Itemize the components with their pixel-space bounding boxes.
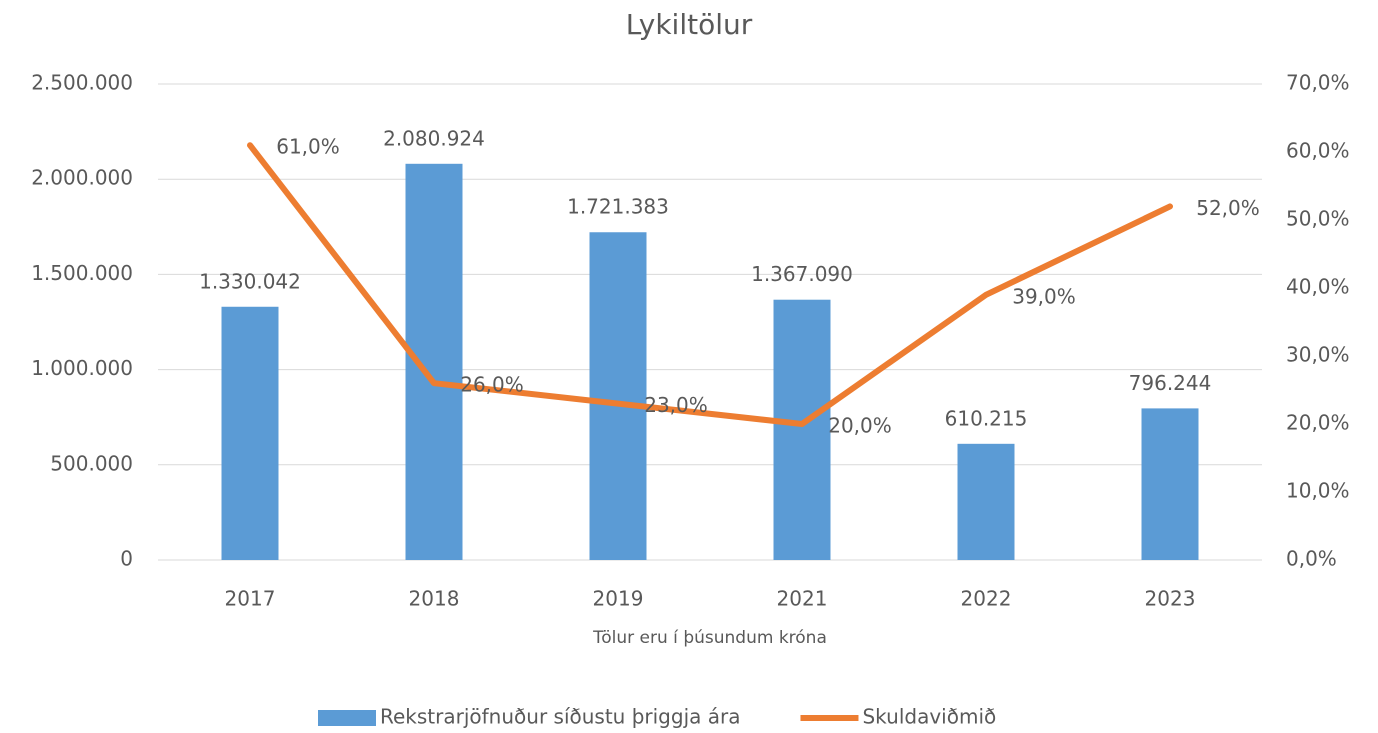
y2-tick-label: 70,0%	[1286, 71, 1350, 95]
data-label: 1.367.090	[751, 262, 853, 286]
x-tick-label: 2018	[409, 587, 460, 611]
data-label: 20,0%	[828, 414, 892, 438]
line	[247, 142, 1173, 427]
bar	[221, 306, 279, 560]
y2-tick-label: 30,0%	[1286, 343, 1350, 367]
y-tick-label: 500.000	[50, 451, 133, 475]
data-label: 2.080.924	[383, 126, 485, 150]
bar	[589, 232, 647, 561]
y2-tick-label: 60,0%	[1286, 139, 1350, 163]
y2-tick-label: 10,0%	[1286, 479, 1350, 503]
y2-tick-label: 40,0%	[1286, 275, 1350, 299]
data-label: 52,0%	[1196, 196, 1260, 220]
y2-tick-label: 50,0%	[1286, 207, 1350, 231]
y2-tick-label: 20,0%	[1286, 411, 1350, 435]
data-label: 26,0%	[460, 373, 524, 397]
y-tick-label: 2.000.000	[31, 166, 133, 190]
legend-label: Rekstrarjöfnuður síðustu þriggja ára	[380, 705, 740, 729]
y-tick-label: 0	[120, 547, 133, 571]
y-tick-label: 1.000.000	[31, 356, 133, 380]
x-tick-label: 2023	[1145, 587, 1196, 611]
legend-swatch	[318, 710, 376, 726]
data-label: 796.244	[1129, 371, 1212, 395]
x-axis-label: Tölur eru í þúsundum króna	[592, 628, 827, 648]
x-tick-label: 2022	[961, 587, 1012, 611]
bar	[773, 299, 831, 560]
data-label: 1.721.383	[567, 195, 669, 219]
y2-tick-label: 0,0%	[1286, 547, 1337, 571]
data-label: 39,0%	[1012, 284, 1076, 308]
bar	[957, 443, 1015, 560]
chart-title: Lykiltölur	[626, 8, 753, 41]
data-label: 1.330.042	[199, 269, 301, 293]
y-tick-label: 2.500.000	[31, 71, 133, 95]
bar	[1141, 408, 1199, 560]
legend-label: Skuldaviðmið	[862, 705, 996, 729]
y-tick-label: 1.500.000	[31, 261, 133, 285]
data-label: 61,0%	[276, 135, 340, 159]
data-label: 23,0%	[644, 393, 708, 417]
x-tick-label: 2017	[225, 587, 276, 611]
x-tick-label: 2021	[777, 587, 828, 611]
x-tick-label: 2019	[593, 587, 644, 611]
data-label: 610.215	[945, 406, 1028, 430]
